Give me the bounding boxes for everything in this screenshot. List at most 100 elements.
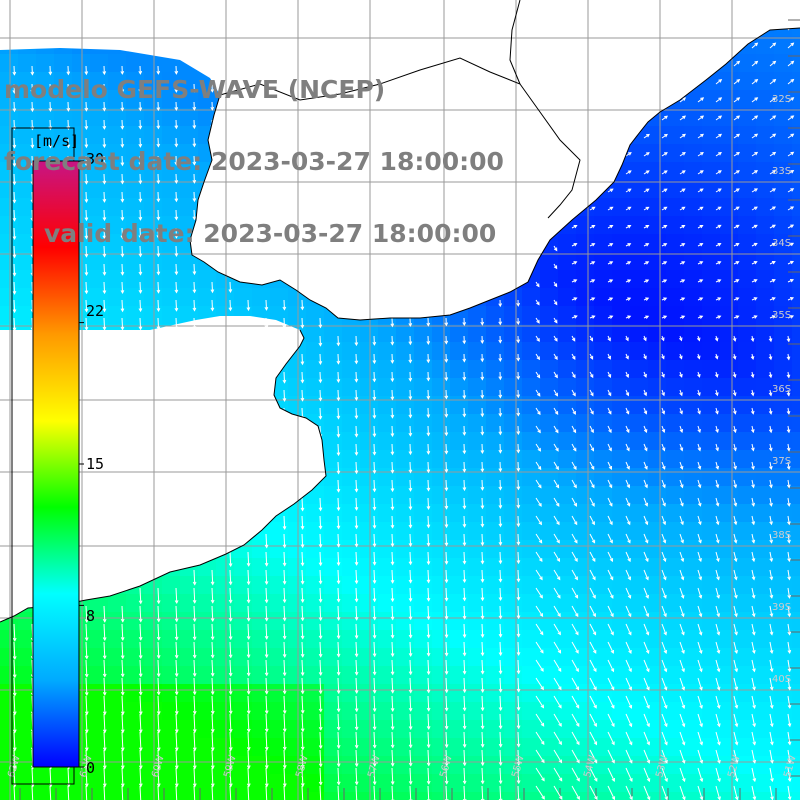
wind-speed-cell	[576, 270, 595, 289]
wind-arrow	[445, 587, 448, 601]
wind-arrow-head	[790, 78, 795, 83]
wind-arrow-head	[627, 225, 632, 229]
wind-arrow-head	[192, 161, 197, 166]
wind-arrow-head	[629, 778, 633, 783]
wind-arrow-head	[12, 711, 17, 716]
wind-arrow-head	[462, 413, 467, 418]
wind-speed-cell	[342, 342, 361, 361]
wind-arrow-head	[696, 355, 701, 360]
wind-arrow-head	[732, 373, 737, 378]
wind-arrow-head	[156, 783, 161, 788]
wind-arrow-head	[498, 578, 503, 583]
wind-speed-cell	[756, 504, 775, 523]
wind-arrow	[103, 767, 106, 787]
wind-arrow	[247, 623, 250, 640]
wind-speed-cell	[738, 486, 757, 505]
wind-speed-cell	[630, 720, 649, 739]
wind-arrow-head	[138, 308, 143, 313]
wind-arrow-head	[444, 487, 449, 492]
wind-arrow	[463, 677, 466, 693]
wind-arrow-head	[556, 558, 561, 563]
wind-arrow-head	[573, 466, 577, 471]
wind-arrow	[463, 587, 466, 601]
wind-arrow-head	[663, 206, 668, 211]
wind-arrow-head	[516, 761, 521, 766]
wind-arrow-head	[663, 152, 668, 156]
wind-speed-cell	[198, 594, 217, 613]
wind-arrow	[499, 551, 502, 564]
wind-arrow	[571, 533, 578, 543]
wind-speed-cell	[306, 612, 325, 631]
wind-arrow-head	[390, 653, 395, 658]
wind-arrow	[535, 767, 545, 781]
wind-arrow	[445, 713, 448, 729]
wind-arrow-head	[573, 315, 578, 319]
wind-arrow	[661, 713, 668, 727]
wind-arrow	[265, 659, 268, 676]
wind-speed-cell	[576, 486, 595, 505]
wind-speed-cell	[468, 468, 487, 487]
wind-speed-cell	[774, 504, 793, 523]
wind-arrow-head	[553, 247, 558, 252]
wind-arrow-head	[769, 502, 773, 507]
wind-arrow-head	[592, 576, 596, 581]
wind-arrow	[13, 245, 16, 258]
wind-arrow-head	[444, 560, 449, 565]
wind-arrow-head	[372, 781, 377, 786]
wind-arrow-head	[787, 704, 792, 709]
wind-speed-cell	[558, 540, 577, 559]
wind-speed-cell	[558, 702, 577, 721]
wind-arrow	[679, 695, 685, 709]
wind-arrow-head	[610, 613, 614, 618]
wind-arrow	[589, 497, 595, 507]
wind-speed-cell	[666, 432, 685, 451]
wind-speed-cell	[126, 792, 145, 800]
wind-arrow-head	[318, 726, 323, 731]
wind-arrow	[499, 767, 502, 784]
wind-arrow	[535, 587, 543, 599]
wind-speed-cell	[324, 504, 343, 523]
wind-arrow-head	[790, 42, 795, 47]
wind-arrow-head	[336, 580, 341, 585]
wind-speed-cell	[252, 684, 271, 703]
wind-arrow-head	[210, 672, 215, 677]
wind-arrow-head	[643, 429, 648, 434]
wind-speed-cell	[720, 756, 739, 775]
wind-arrow	[283, 767, 286, 787]
wind-arrow	[625, 767, 633, 782]
wind-speed-cell	[630, 324, 649, 343]
wind-arrow	[787, 767, 791, 782]
wind-arrow	[175, 695, 178, 714]
wind-speed-cell	[414, 612, 433, 631]
wind-arrow-head	[645, 613, 650, 618]
wind-arrow	[445, 497, 448, 509]
wind-speed-cell	[306, 522, 325, 541]
wind-arrow	[661, 623, 667, 635]
wind-arrow	[715, 749, 721, 764]
wind-speed-cell	[684, 612, 703, 631]
wind-arrow-head	[192, 618, 197, 623]
wind-arrow-head	[246, 599, 251, 604]
wind-arrow	[751, 569, 755, 580]
wind-arrow-head	[372, 689, 377, 694]
wind-speed-cell	[396, 342, 415, 361]
wind-speed-cell	[738, 126, 757, 145]
wind-speed-cell	[324, 342, 343, 361]
wind-arrow-head	[576, 759, 580, 764]
wind-arrow-head	[516, 486, 521, 491]
wind-speed-cell	[252, 630, 271, 649]
wind-speed-cell	[684, 216, 703, 235]
wind-arrow-head	[498, 780, 503, 785]
wind-arrow-head	[626, 447, 630, 452]
wind-arrow	[301, 713, 304, 732]
wind-arrow	[13, 677, 16, 696]
wind-arrow-head	[679, 465, 684, 470]
wind-arrow-head	[264, 325, 269, 330]
wind-speed-cell	[306, 594, 325, 613]
wind-speed-cell	[360, 702, 379, 721]
wind-speed-cell	[342, 720, 361, 739]
wind-speed-cell	[648, 792, 667, 800]
wind-arrow-head	[664, 778, 668, 783]
wind-speed-cell	[468, 792, 487, 800]
wind-speed-cell	[594, 342, 613, 361]
